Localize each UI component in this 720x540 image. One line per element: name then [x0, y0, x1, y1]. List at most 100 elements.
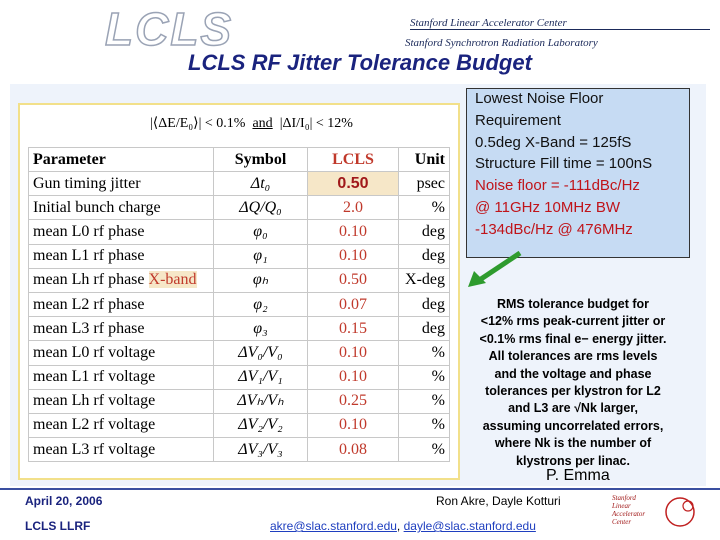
- table-panel: |⟨ΔE/E₀⟩| < 0.1% and |ΔI/I₀| < 12% Param…: [18, 103, 460, 480]
- note-line: <12% rms peak-current jitter or: [480, 314, 666, 329]
- table-cell: deg: [398, 291, 450, 318]
- logo-word: Linear: [612, 502, 631, 510]
- table-cell: mean L0 rf voltage: [28, 340, 214, 366]
- noise-line: Lowest Noise Floor: [475, 90, 604, 107]
- column-header: Symbol: [213, 147, 308, 172]
- logo-word: Stanford: [612, 494, 636, 502]
- table-cell: mean Lh rf voltage: [28, 388, 214, 414]
- table-cell: ΔV₃/V₃: [213, 437, 308, 463]
- noise-line: Structure Fill time = 100nS: [475, 155, 653, 173]
- table-cell: 0.07: [307, 291, 399, 318]
- footer-rule: [0, 488, 720, 490]
- table-cell: ΔV₂/V₂: [213, 412, 308, 439]
- table-cell: %: [398, 412, 450, 439]
- table-row: mean L1 rf phase φ₁ 0.10 deg: [28, 243, 450, 269]
- logo-word: Center: [612, 518, 632, 526]
- author: P. Emma: [546, 467, 610, 484]
- table-cell: X-deg: [398, 267, 450, 293]
- table-cell: Initial bunch charge: [28, 195, 214, 221]
- table-cell: Δt₀: [213, 170, 308, 197]
- note-line: and L3 are √Nk larger,: [508, 401, 638, 416]
- table-cell: 0.50: [307, 267, 399, 293]
- table-cell: %: [398, 364, 450, 390]
- note-line: klystrons per linac.: [516, 453, 630, 468]
- column-header: Unit: [398, 147, 450, 172]
- note-line: <0.1% rms final e− energy jitter.: [479, 331, 667, 346]
- table-cell: mean Lh rf phase X-band: [28, 267, 214, 293]
- note-line: tolerances per klystron for L2: [485, 384, 661, 398]
- note-line: assuming uncorrelated errors,: [482, 418, 664, 433]
- table-row: mean L3 rf phase φ₃ 0.15 deg: [28, 316, 450, 342]
- table-cell: %: [398, 340, 450, 366]
- table-cell: 0.10: [307, 243, 399, 269]
- table-cell: ΔV₀/V₀: [213, 340, 308, 366]
- table-row: mean Lh rf voltage ΔVₕ/Vₕ 0.25%: [28, 388, 450, 414]
- table-cell: 0.25: [307, 388, 399, 414]
- table-cell: ΔVₕ/Vₕ: [213, 388, 308, 414]
- note-line: All tolerances are rms levels: [488, 349, 658, 364]
- logo-swirl: [665, 497, 695, 527]
- table-cell: mean L2 rf phase: [28, 291, 214, 318]
- table-cell: φₕ: [213, 267, 308, 293]
- table-cell: mean L3 rf voltage: [28, 437, 214, 463]
- table-cell: ΔQ/Q₀: [213, 195, 308, 221]
- noise-line: 0.5deg X-Band = 125fS: [475, 133, 632, 151]
- slide-title: LCLS RF Jitter Tolerance Budget: [188, 50, 532, 75]
- separator: ,: [396, 519, 401, 533]
- table-cell: mean L3 rf phase: [28, 316, 214, 342]
- xband-tag: X-band: [148, 271, 197, 289]
- table-cell: 0.10: [307, 412, 399, 439]
- note-line: where Nk is the number of: [494, 436, 652, 451]
- footer-logo: Stanford Linear Accelerator Center: [612, 494, 672, 536]
- budget-table: Parameter Symbol LCLS Unit Gun timing jitter…: [28, 147, 450, 463]
- org-name: Stanford Synchrotron Radiation Laborator…: [405, 37, 598, 49]
- table-row: Initial bunch charge ΔQ/Q₀ 2.0%: [28, 195, 450, 221]
- column-header: LCLS: [307, 147, 399, 172]
- table-cell: Gun timing jitter: [28, 170, 214, 197]
- table-cell: ΔV₁/V₁: [213, 364, 308, 390]
- email-link[interactable]: akre@slac.stanford.edu: [270, 519, 397, 533]
- table-cell: 0.10: [307, 364, 399, 390]
- formula-part: |ΔI/I₀| < 12%: [279, 116, 353, 131]
- table-cell: φ₂: [213, 291, 308, 318]
- noise-line: Requirement: [475, 111, 561, 129]
- header-row: Parameter Symbol LCLS Unit: [28, 147, 450, 172]
- table-cell: mean L1 rf voltage: [28, 364, 214, 390]
- table-cell: psec: [398, 170, 450, 197]
- table-cell: mean L2 rf voltage: [28, 412, 214, 439]
- logo: LCLS: [104, 2, 234, 56]
- table-row: Gun timing jitter Δt₀ 0.50 psec: [28, 170, 450, 197]
- table-row: mean L0 rf voltage ΔV₀/V₀ 0.10%: [28, 340, 450, 366]
- table-cell: φ₀: [213, 219, 308, 245]
- formula: |⟨ΔE/E₀⟩| < 0.1% and |ΔI/I₀| < 12%: [150, 115, 353, 132]
- column-header: Parameter: [28, 147, 214, 172]
- table-cell: deg: [398, 219, 450, 245]
- table-cell: 2.0: [307, 195, 399, 221]
- arrow: [468, 250, 522, 287]
- footer-emails: akre@slac.stanford.edu, dayle@slac.stanf…: [270, 519, 536, 533]
- noise-line: Noise floor = -111dBc/Hz: [475, 177, 640, 195]
- cell-text: mean Lh rf phase: [33, 271, 145, 289]
- footer-names: Ron Akre, Dayle Kotturi: [436, 494, 561, 508]
- note-line: RMS tolerance budget for: [496, 297, 650, 311]
- table-cell: %: [398, 388, 450, 414]
- org-name: Stanford Linear Accelerator Center: [410, 17, 710, 30]
- table-cell: 0.10: [307, 219, 399, 245]
- table-cell: 0.10: [307, 340, 399, 366]
- noise-line: @ 11GHz 10MHz BW: [475, 199, 620, 216]
- table-cell: %: [398, 437, 450, 463]
- noise-box: Lowest Noise Floor Requirement 0.5deg X-Ba…: [466, 88, 690, 258]
- table-cell: 0.08: [307, 437, 399, 463]
- table-row: mean L0 rf phase φ₀ 0.10 deg: [28, 219, 450, 245]
- table-row: mean L1 rf voltage ΔV₁/V₁ 0.10%: [28, 364, 450, 390]
- table-cell: deg: [398, 316, 450, 342]
- table-cell: φ₁: [213, 243, 308, 269]
- table-cell: 0.15: [307, 316, 399, 342]
- email-link[interactable]: dayle@slac.stanford.edu: [403, 519, 536, 533]
- table-cell: φ₃: [213, 316, 308, 342]
- formula-conj: and: [252, 116, 273, 131]
- footer-project: LCLS LLRF: [25, 519, 91, 533]
- footer-date: April 20, 2006: [25, 494, 103, 508]
- logo-word: Accelerator: [612, 510, 646, 518]
